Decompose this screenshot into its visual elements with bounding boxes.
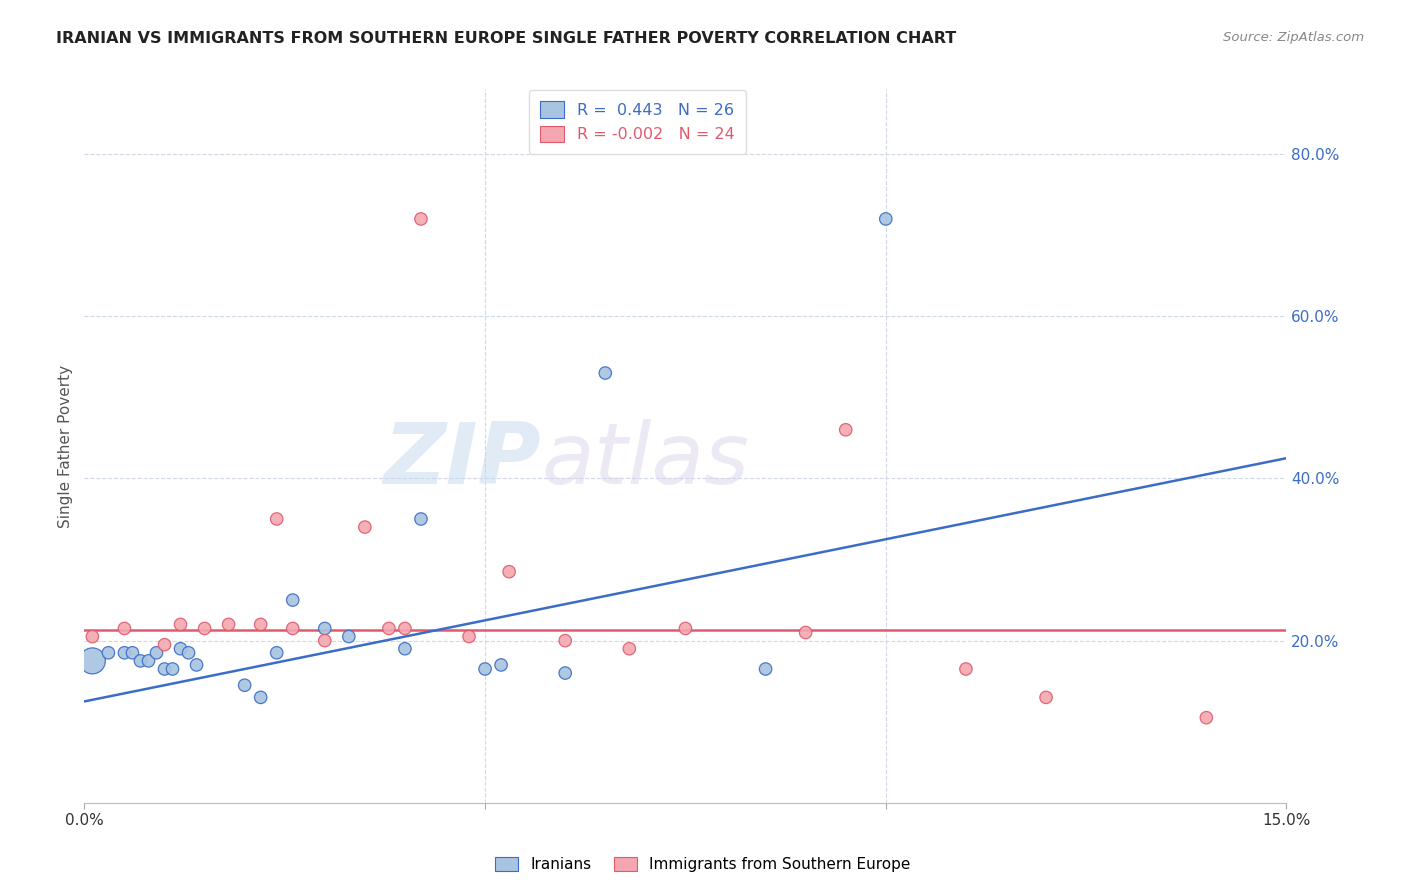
Point — [194, 622, 217, 636]
Point — [794, 625, 817, 640]
Point — [266, 512, 288, 526]
Point — [114, 622, 135, 636]
Point — [409, 211, 432, 226]
Point — [114, 646, 135, 660]
Point — [458, 630, 481, 644]
Text: IRANIAN VS IMMIGRANTS FROM SOUTHERN EUROPE SINGLE FATHER POVERTY CORRELATION CHA: IRANIAN VS IMMIGRANTS FROM SOUTHERN EURO… — [56, 31, 956, 46]
Point — [82, 654, 104, 668]
Point — [162, 662, 184, 676]
Point — [498, 565, 520, 579]
Point — [281, 622, 304, 636]
Point — [314, 622, 336, 636]
Point — [121, 646, 143, 660]
Text: ZIP: ZIP — [384, 418, 541, 502]
Point — [378, 622, 401, 636]
Point — [186, 657, 208, 672]
Point — [153, 662, 176, 676]
Text: atlas: atlas — [541, 418, 749, 502]
Point — [1035, 690, 1057, 705]
Point — [169, 641, 191, 656]
Point — [394, 622, 416, 636]
Point — [409, 512, 432, 526]
Point — [233, 678, 256, 692]
Point — [249, 617, 271, 632]
Point — [337, 630, 360, 644]
Point — [595, 366, 617, 380]
Text: Source: ZipAtlas.com: Source: ZipAtlas.com — [1223, 31, 1364, 45]
Point — [619, 641, 641, 656]
Point — [955, 662, 977, 676]
Point — [554, 666, 576, 681]
Point — [394, 641, 416, 656]
Point — [145, 646, 167, 660]
Point — [755, 662, 778, 676]
Point — [153, 638, 176, 652]
Point — [249, 690, 271, 705]
Point — [177, 646, 200, 660]
Legend: Iranians, Immigrants from Southern Europe: Iranians, Immigrants from Southern Europ… — [488, 849, 918, 880]
Point — [97, 646, 120, 660]
Point — [875, 211, 897, 226]
Point — [554, 633, 576, 648]
Legend: R =  0.443   N = 26, R = -0.002   N = 24: R = 0.443 N = 26, R = -0.002 N = 24 — [529, 90, 745, 153]
Y-axis label: Single Father Poverty: Single Father Poverty — [58, 365, 73, 527]
Point — [138, 654, 160, 668]
Point — [82, 630, 104, 644]
Point — [314, 633, 336, 648]
Point — [218, 617, 240, 632]
Point — [489, 657, 512, 672]
Point — [354, 520, 377, 534]
Point — [129, 654, 152, 668]
Point — [835, 423, 858, 437]
Point — [266, 646, 288, 660]
Point — [675, 622, 697, 636]
Point — [169, 617, 191, 632]
Point — [474, 662, 496, 676]
Point — [281, 593, 304, 607]
Point — [1195, 711, 1218, 725]
